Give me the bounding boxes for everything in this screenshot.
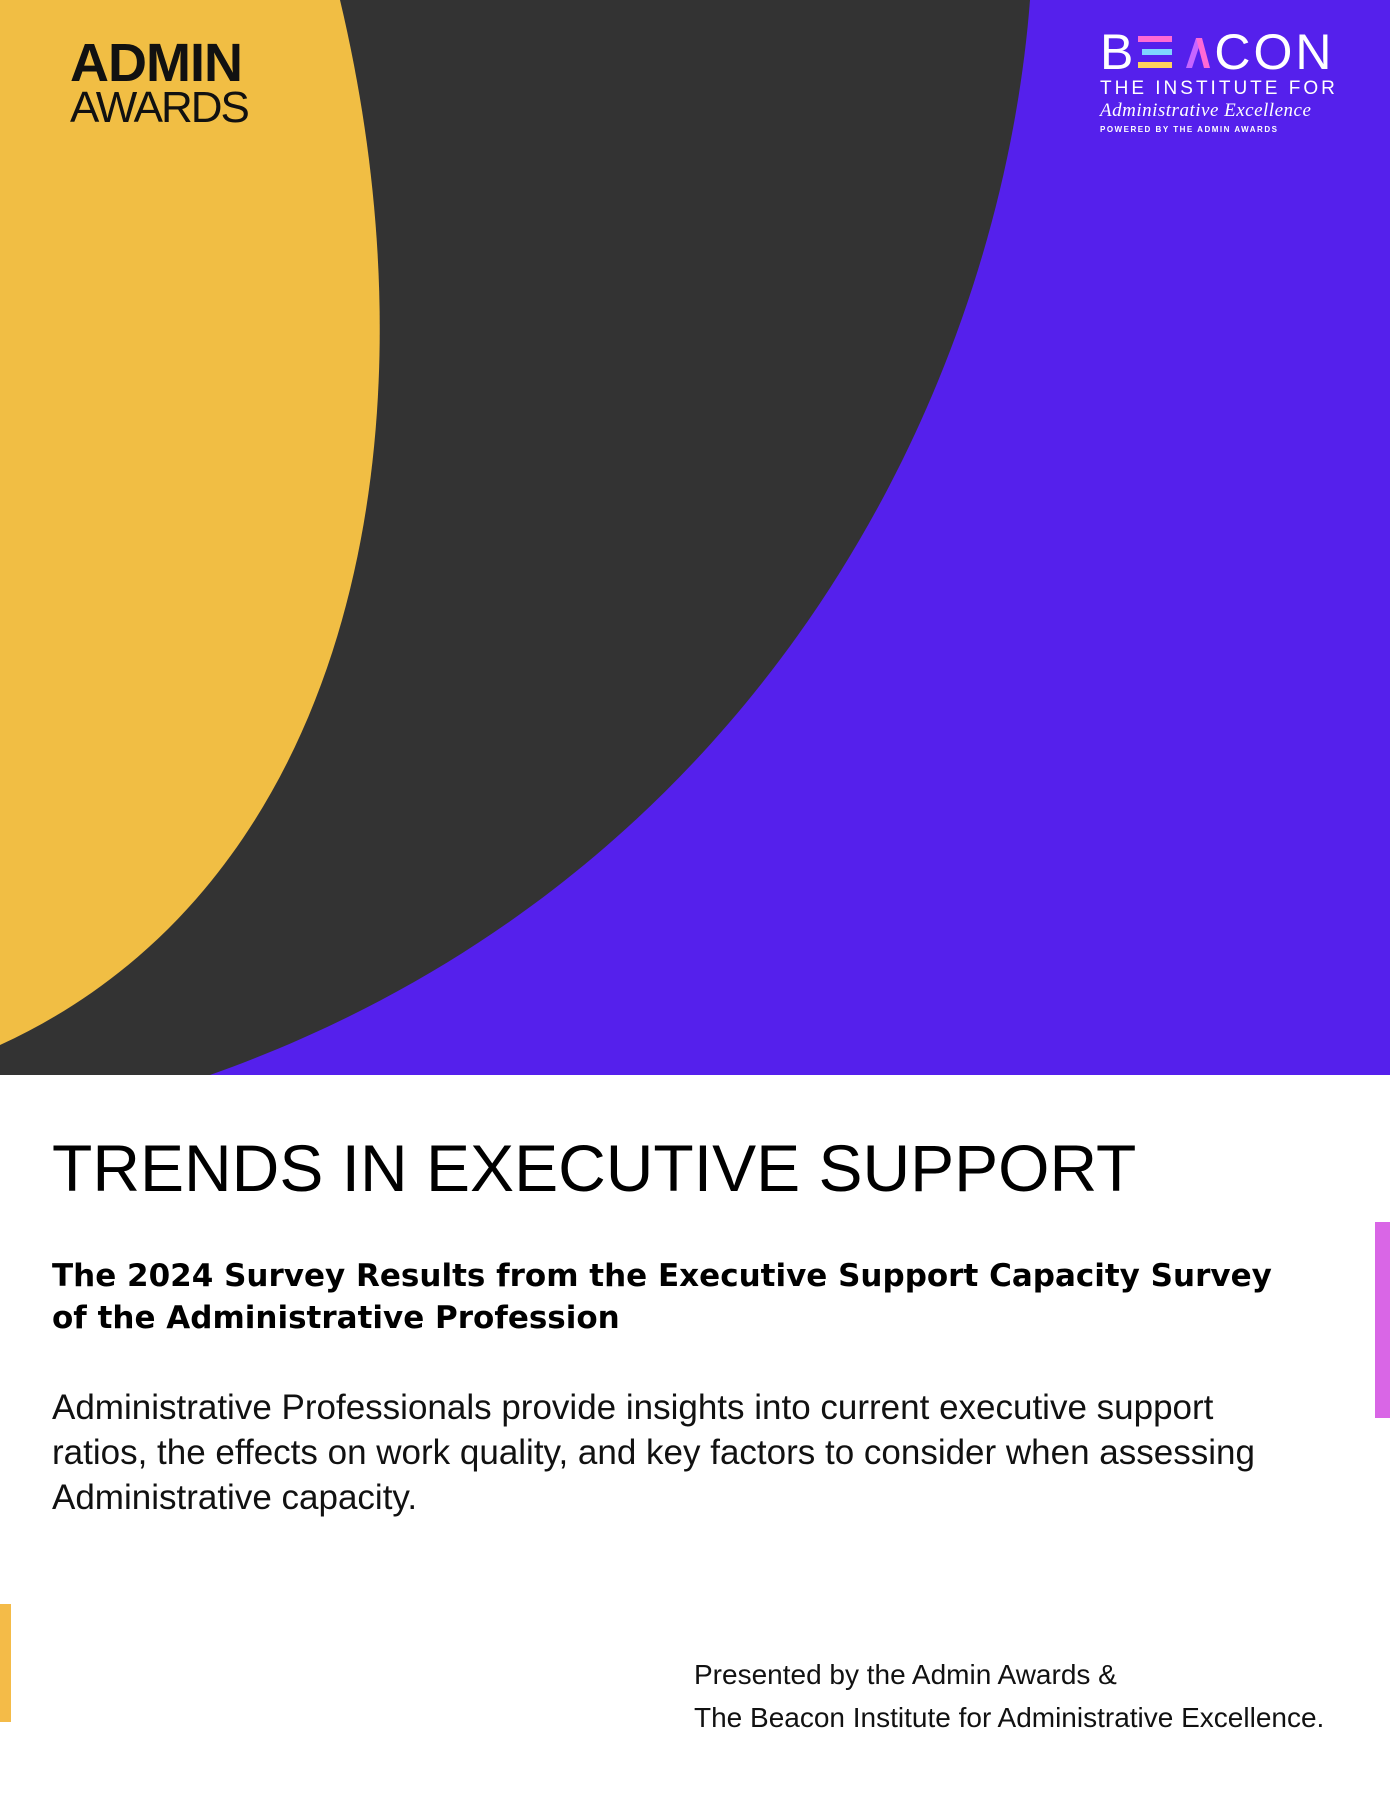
beacon-tagline-line1: THE INSTITUTE FOR bbox=[1100, 78, 1338, 99]
beacon-letters-con: CON bbox=[1214, 24, 1335, 80]
hero-artwork: ADMIN AWARDS B CON THE INSTITUTE FOR Adm… bbox=[0, 0, 1390, 1075]
beacon-wordmark: B CON bbox=[1100, 24, 1370, 80]
report-subtitle: The 2024 Survey Results from the Executi… bbox=[52, 1258, 1272, 1336]
beacon-logo: B CON THE INSTITUTE FOR Administrative E… bbox=[1100, 24, 1370, 137]
admin-awards-logo: ADMIN AWARDS bbox=[70, 33, 270, 132]
yellow-arc bbox=[0, 0, 380, 1045]
report-description: Administrative Professionals provide ins… bbox=[52, 1388, 1255, 1517]
report-title: TRENDS IN EXECUTIVE SUPPORT bbox=[52, 1131, 1137, 1205]
beacon-letter-b: B bbox=[1100, 24, 1137, 80]
beacon-striped-a-icon bbox=[1186, 38, 1211, 68]
presented-by-line2: The Beacon Institute for Administrative … bbox=[694, 1702, 1325, 1733]
admin-awards-logo-line2: AWARDS bbox=[70, 83, 250, 132]
presented-by-line1: Presented by the Admin Awards & bbox=[694, 1659, 1117, 1690]
presented-by: Presented by the Admin Awards & The Beac… bbox=[694, 1653, 1364, 1739]
beacon-striped-e-icon bbox=[1138, 36, 1173, 68]
hero-arcs-graphic bbox=[0, 0, 1390, 1075]
beacon-tagline-line2: Administrative Excellence bbox=[1100, 100, 1312, 121]
right-accent-bar bbox=[1375, 1222, 1390, 1418]
admin-awards-logo-line1: ADMIN bbox=[70, 33, 243, 93]
left-accent-bar bbox=[0, 1604, 11, 1722]
beacon-tagline-line3: POWERED BY THE ADMIN AWARDS bbox=[1100, 125, 1279, 134]
